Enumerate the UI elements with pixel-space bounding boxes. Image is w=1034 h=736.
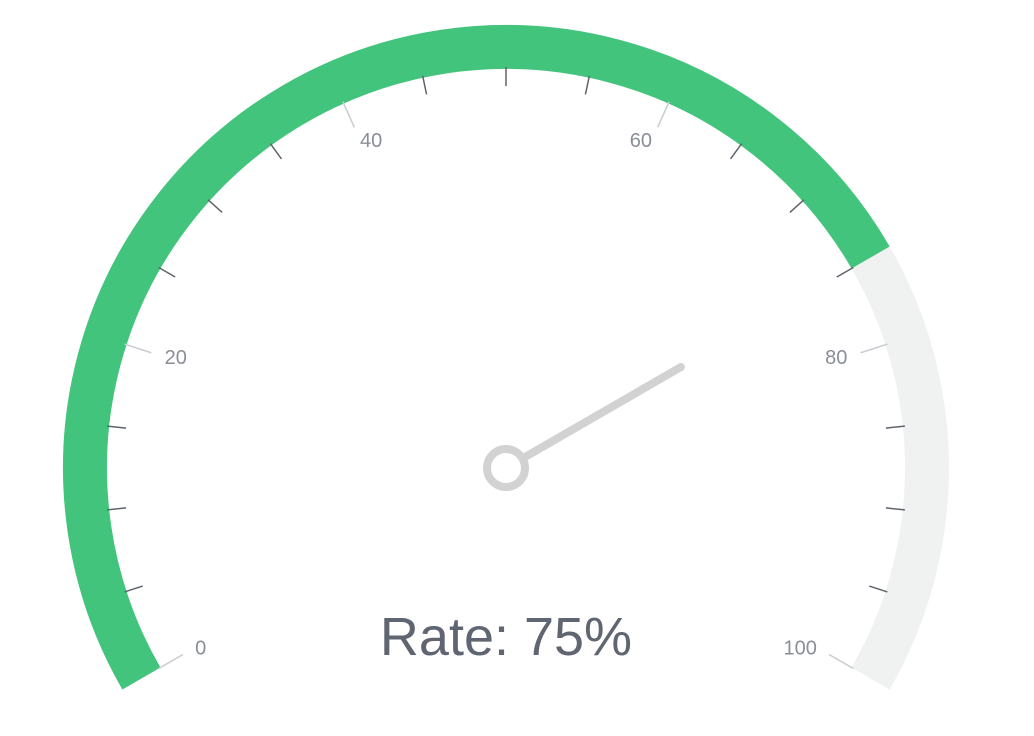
major-tick-0 bbox=[158, 653, 184, 670]
tick-label-40: 40 bbox=[360, 130, 382, 152]
tick-label-0: 0 bbox=[195, 638, 206, 660]
minor-tick bbox=[107, 425, 127, 429]
gauge-needle bbox=[518, 363, 685, 463]
minor-tick bbox=[124, 585, 143, 593]
minor-tick bbox=[885, 425, 905, 429]
major-tick-100 bbox=[828, 653, 854, 670]
gauge-ticks bbox=[107, 67, 905, 670]
major-tick-80 bbox=[860, 343, 888, 354]
gauge-value-arc bbox=[63, 25, 890, 690]
minor-tick bbox=[869, 585, 888, 593]
major-tick-60 bbox=[657, 101, 670, 128]
tick-label-20: 20 bbox=[165, 347, 187, 369]
minor-tick bbox=[729, 143, 743, 160]
gauge-tick-labels: 0 20 40 60 80 100 bbox=[165, 130, 848, 660]
minor-tick bbox=[107, 507, 127, 511]
minor-tick bbox=[269, 143, 283, 160]
tick-label-80: 80 bbox=[825, 347, 847, 369]
tick-label-100: 100 bbox=[784, 638, 817, 660]
major-tick-20 bbox=[124, 343, 152, 354]
minor-tick bbox=[421, 75, 428, 95]
gauge-needle-hub bbox=[483, 445, 529, 491]
minor-tick bbox=[789, 199, 805, 213]
tick-label-60: 60 bbox=[630, 130, 652, 152]
minor-tick bbox=[836, 266, 854, 278]
minor-tick bbox=[584, 75, 591, 95]
minor-tick bbox=[885, 507, 905, 511]
gauge-value-label: Rate: 75% bbox=[380, 607, 632, 667]
minor-tick bbox=[207, 199, 223, 213]
major-tick-40 bbox=[342, 101, 355, 128]
minor-tick bbox=[158, 266, 176, 278]
